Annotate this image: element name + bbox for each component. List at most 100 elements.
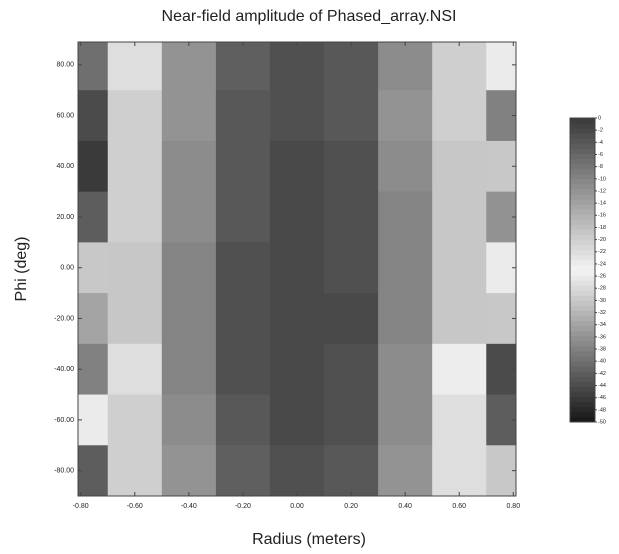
colorbar-swatch: [570, 178, 595, 185]
y-tick-label: -60.00: [54, 417, 74, 424]
colorbar-swatch: [570, 325, 595, 332]
colorbar-tick-label: 0: [598, 115, 601, 121]
heat-cell: [107, 445, 163, 496]
colorbar-tick-label: -44: [598, 383, 606, 389]
colorbar-tick-label: -46: [598, 395, 606, 401]
heat-cell: [324, 191, 379, 243]
colorbar-tick-label: -30: [598, 298, 606, 304]
colorbar-swatch: [570, 259, 595, 266]
colorbar-swatch: [570, 118, 595, 124]
heat-cell: [161, 394, 217, 446]
x-tick-label: 0.00: [290, 503, 304, 510]
colorbar-swatch: [570, 153, 595, 160]
colorbar-swatch: [570, 188, 595, 195]
colorbar-swatch: [570, 209, 595, 215]
colorbar-tick-label: -24: [598, 261, 606, 267]
heat-cell: [432, 293, 487, 345]
colorbar-tick-label: -22: [598, 249, 606, 255]
colorbar-swatch: [570, 340, 595, 347]
heat-cell: [324, 90, 379, 142]
heat-cell: [107, 242, 163, 294]
x-axis-label: Radius (meters): [252, 531, 366, 548]
y-axis-label: Phi (deg): [13, 237, 30, 302]
x-tick-label: -0.80: [73, 503, 89, 510]
colorbar-swatch: [570, 229, 595, 236]
y-tick-label: 0.00: [60, 265, 74, 272]
heat-cell: [161, 42, 217, 91]
heat-cell: [324, 242, 379, 294]
colorbar-swatch: [570, 406, 595, 413]
heat-cell: [215, 42, 271, 91]
heat-cell: [78, 191, 109, 243]
colorbar-swatch: [570, 148, 595, 154]
colorbar-tick-label: -8: [598, 164, 603, 170]
colorbar-swatch: [570, 254, 595, 261]
heat-cell: [486, 445, 516, 496]
heat-cell: [486, 191, 516, 243]
heat-cell: [324, 394, 379, 446]
colorbar-swatch: [570, 285, 595, 291]
heat-cell: [215, 293, 271, 345]
x-tick-label: 0.60: [452, 503, 466, 510]
colorbar-swatch: [570, 310, 595, 317]
heat-cell: [107, 90, 163, 142]
heat-cell: [432, 343, 487, 396]
colorbar-swatch: [570, 183, 595, 190]
heat-cell: [378, 242, 433, 294]
colorbar-swatch: [570, 416, 595, 423]
heat-cell: [161, 191, 217, 243]
heat-cell: [78, 242, 109, 294]
heat-cell: [215, 242, 271, 294]
x-tick-label: -0.60: [127, 503, 143, 510]
colorbar-tick-label: -42: [598, 371, 606, 377]
colorbar-swatch: [570, 300, 595, 306]
heat-cell: [324, 445, 379, 496]
heat-cell: [269, 293, 325, 345]
colorbar-swatch: [570, 396, 595, 403]
colorbar-swatch: [570, 391, 595, 398]
colorbar-swatch: [570, 138, 595, 144]
heat-cell: [215, 140, 271, 193]
heat-cell: [432, 90, 487, 142]
colorbar-tick-label: -48: [598, 407, 606, 413]
heat-cell: [161, 343, 217, 396]
colorbar-swatch: [570, 133, 595, 139]
colorbar-swatch: [570, 280, 595, 286]
colorbar-tick-label: -6: [598, 152, 603, 158]
heat-cell: [215, 90, 271, 142]
colorbar-swatch: [570, 411, 595, 418]
heat-cell: [378, 191, 433, 243]
colorbar-swatch: [570, 361, 595, 367]
heat-cell: [269, 42, 325, 91]
colorbar-swatch: [570, 305, 595, 312]
chart-title: Near-field amplitude of Phased_array.NSI: [162, 8, 457, 25]
colorbar-tick-label: -40: [598, 359, 606, 365]
colorbar-swatch: [570, 204, 595, 210]
x-tick-label: 0.20: [344, 503, 358, 510]
heat-cell: [432, 394, 487, 446]
colorbar-swatch: [570, 346, 595, 352]
heat-cell: [486, 242, 516, 294]
colorbar-swatch: [570, 320, 595, 327]
heat-cell: [378, 42, 433, 91]
heat-cell: [161, 293, 217, 345]
heat-cell: [269, 343, 325, 396]
heat-cell: [432, 42, 487, 91]
heat-cell: [161, 445, 217, 496]
colorbar-swatch: [570, 270, 595, 276]
colorbar-swatch: [570, 219, 595, 225]
colorbar-tick-label: -50: [598, 419, 606, 425]
colorbar-swatch: [570, 168, 595, 175]
heat-cell: [107, 394, 163, 446]
heat-cell: [486, 394, 516, 446]
heat-cell: [269, 191, 325, 243]
x-tick-label: -0.40: [181, 503, 197, 510]
heat-cell: [215, 394, 271, 446]
colorbar-swatch: [570, 371, 595, 377]
colorbar-tick-label: -14: [598, 201, 606, 207]
heat-cell: [107, 293, 163, 345]
colorbar-swatch: [570, 295, 595, 301]
heat-cell: [78, 90, 109, 142]
y-tick-label: -80.00: [54, 467, 74, 474]
colorbar-swatch: [570, 143, 595, 149]
